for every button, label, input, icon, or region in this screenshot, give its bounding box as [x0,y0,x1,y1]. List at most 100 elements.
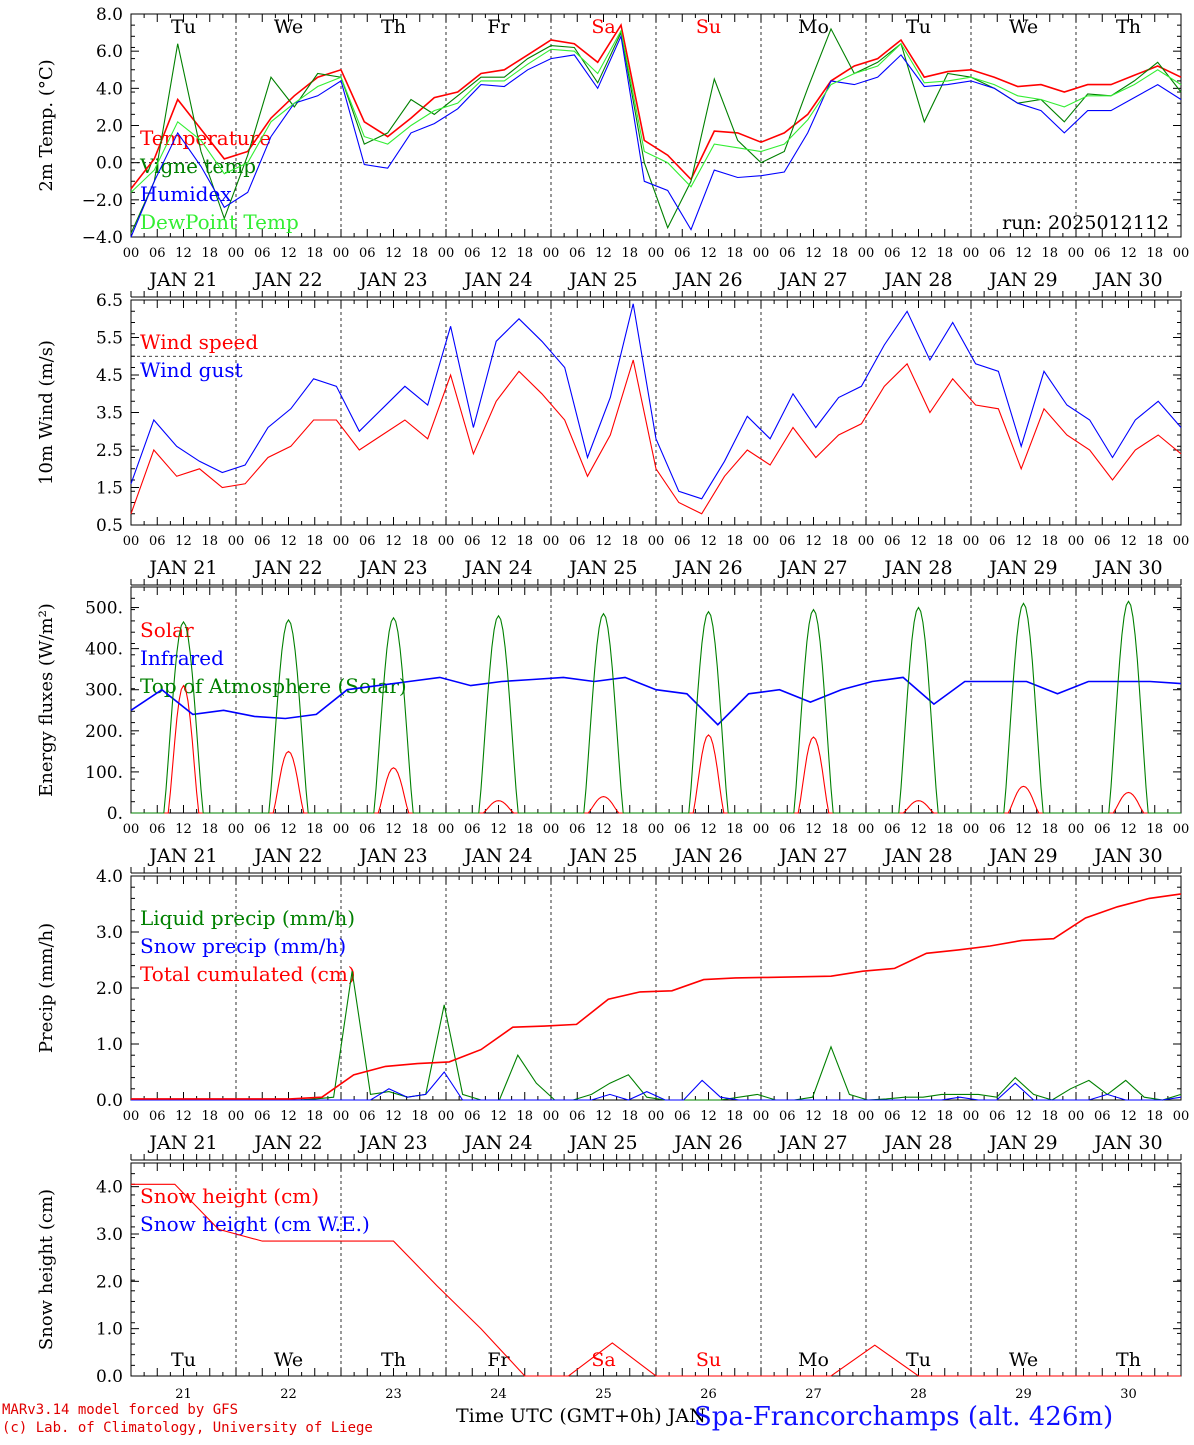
weekday-label: Tu [171,16,196,38]
day-label: JAN 30 [1092,1132,1162,1154]
day-label: JAN 22 [252,1132,322,1154]
hour-label: 18 [306,822,323,837]
hour-label: 06 [464,246,481,261]
y-tick-label: −2.0 [82,191,123,211]
y-tick-label: 2.5 [96,441,123,461]
hour-label: 00 [123,534,140,549]
day-label: JAN 23 [357,269,427,291]
hour-label: 06 [359,246,376,261]
day-label: JAN 23 [357,845,427,867]
hour-label: 06 [149,1109,166,1124]
hour-label: 06 [884,246,901,261]
series-line [130,34,1182,238]
hour-label: 12 [910,534,927,549]
hour-label: 18 [1041,1109,1058,1124]
hour-label: 06 [779,1109,796,1124]
hour-label: 12 [175,534,192,549]
hour-label: 18 [936,1109,953,1124]
hour-label: 00 [963,1109,980,1124]
day-label: JAN 30 [1092,845,1162,867]
hour-label: 12 [595,1109,612,1124]
hour-label: 12 [175,246,192,261]
day-number-label: 27 [805,1387,822,1402]
hour-label: 18 [621,822,638,837]
hour-label: 18 [936,822,953,837]
hour-label: 12 [1120,246,1137,261]
day-number-label: 23 [385,1387,402,1402]
hour-label: 06 [359,822,376,837]
day-label: JAN 23 [357,557,427,579]
series-line [130,303,1182,500]
hour-label: 18 [621,246,638,261]
day-label: JAN 29 [987,1132,1057,1154]
y-axis-label: 2m Temp. (°C) [36,59,57,191]
y-tick-label: 4.0 [96,79,123,99]
y-tick-label: 400. [85,640,123,660]
y-tick-label: 4.5 [96,366,123,386]
day-label: JAN 25 [567,269,637,291]
hour-label: 00 [228,1109,245,1124]
legend-entry: DewPoint Temp [140,210,299,234]
y-tick-label: 5.5 [96,329,123,349]
hour-label: 12 [1015,1109,1032,1124]
hour-label: 06 [779,246,796,261]
hour-label: 18 [1041,246,1058,261]
run-label: run: 2025012112 [1002,212,1169,234]
hour-label: 18 [306,1109,323,1124]
hour-label: 12 [910,246,927,261]
hour-label: 18 [621,534,638,549]
day-label: JAN 23 [357,1132,427,1154]
hour-label: 18 [201,822,218,837]
hour-label: 18 [201,246,218,261]
y-tick-label: 200. [85,722,123,742]
weekday-label: Th [1116,1349,1141,1371]
hour-label: 00 [1068,822,1085,837]
hour-label: 12 [805,1109,822,1124]
hour-label: 12 [280,1109,297,1124]
hour-label: 12 [1015,246,1032,261]
weekday-label: Tu [171,1349,196,1371]
day-label: JAN 21 [147,269,217,291]
hour-label: 12 [1120,822,1137,837]
hour-label: 18 [516,534,533,549]
hour-label: 18 [831,534,848,549]
time-axis-label: Time UTC (GMT+0h) JAN [456,1405,706,1427]
day-label: JAN 27 [777,1132,847,1154]
hour-label: 06 [989,1109,1006,1124]
hour-label: 00 [438,534,455,549]
day-label: JAN 28 [882,845,952,867]
hour-label: 00 [123,1109,140,1124]
day-label: JAN 21 [147,845,217,867]
hour-label: 00 [753,246,770,261]
weekday-label: Su [696,1349,721,1371]
hour-label: 06 [254,534,271,549]
y-tick-label: 500. [85,599,123,619]
day-label: JAN 26 [672,1132,742,1154]
hour-label: 00 [753,1109,770,1124]
hour-label: 06 [884,1109,901,1124]
legend-entry: Snow height (cm) [140,1184,319,1208]
hour-label: 00 [963,534,980,549]
day-label: JAN 21 [147,557,217,579]
weekday-label: Th [381,1349,406,1371]
hour-label: 18 [1146,1109,1163,1124]
hour-label: 18 [726,822,743,837]
weekday-label: We [1009,16,1038,38]
legend-entry: Wind gust [140,358,243,382]
hour-label: 18 [936,534,953,549]
plot-frame [130,13,1182,238]
hour-label: 12 [805,534,822,549]
hour-label: 18 [726,246,743,261]
y-tick-label: 100. [85,763,123,783]
hour-label: 12 [175,822,192,837]
hour-label: 12 [280,246,297,261]
hour-label: 18 [516,822,533,837]
series-line [130,22,1182,190]
hour-label: 18 [306,534,323,549]
day-label: JAN 26 [672,557,742,579]
hour-label: 12 [490,822,507,837]
hour-label: 12 [1120,534,1137,549]
y-tick-label: 4.0 [96,1178,123,1198]
day-number-label: 22 [280,1387,297,1402]
